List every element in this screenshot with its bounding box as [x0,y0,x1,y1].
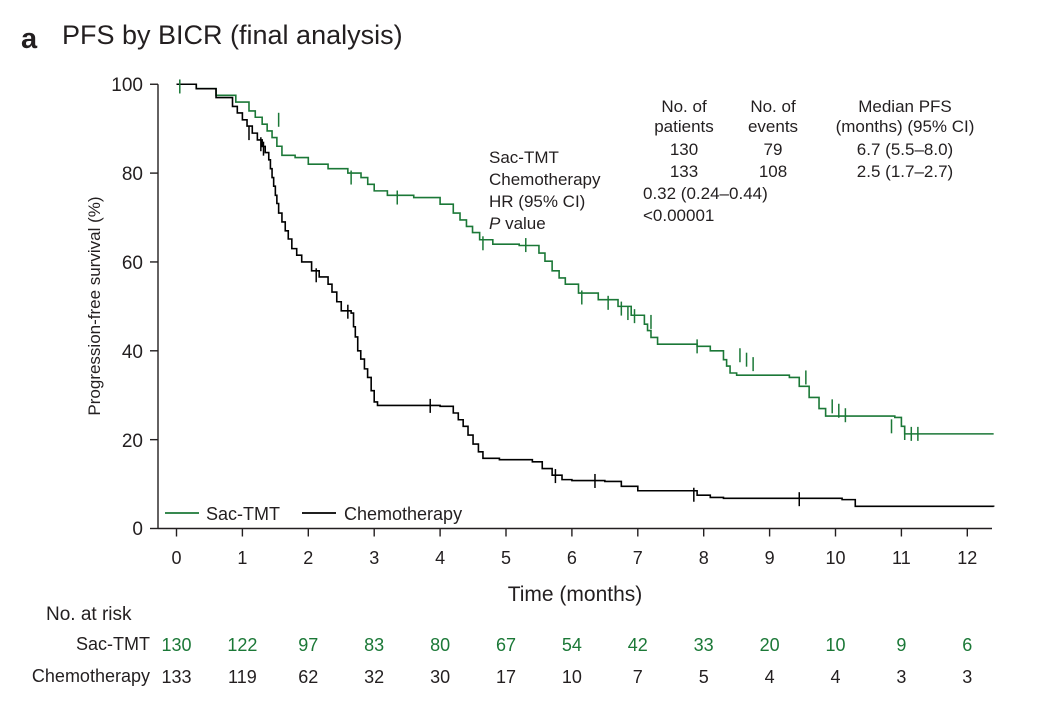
svg-text:Sac-TMT: Sac-TMT [206,504,280,524]
svg-text:0: 0 [132,519,143,540]
svg-text:1: 1 [237,548,247,568]
svg-text:9: 9 [765,548,775,568]
svg-text:7: 7 [633,548,643,568]
svg-text:80: 80 [122,164,143,185]
svg-text:60: 60 [122,253,143,274]
svg-text:0: 0 [171,548,181,568]
svg-text:3: 3 [369,548,379,568]
svg-text:2: 2 [303,548,313,568]
svg-text:5: 5 [501,548,511,568]
svg-text:6: 6 [567,548,577,568]
svg-text:Time (months): Time (months) [508,583,643,606]
svg-text:Progression-free survival (%): Progression-free survival (%) [85,196,104,415]
svg-text:12: 12 [957,548,977,568]
svg-text:20: 20 [122,431,143,452]
svg-text:8: 8 [699,548,709,568]
svg-text:10: 10 [825,548,845,568]
svg-text:4: 4 [435,548,445,568]
svg-text:100: 100 [111,75,143,96]
svg-text:40: 40 [122,342,143,363]
svg-text:11: 11 [892,548,911,568]
svg-text:Chemotherapy: Chemotherapy [344,504,462,524]
